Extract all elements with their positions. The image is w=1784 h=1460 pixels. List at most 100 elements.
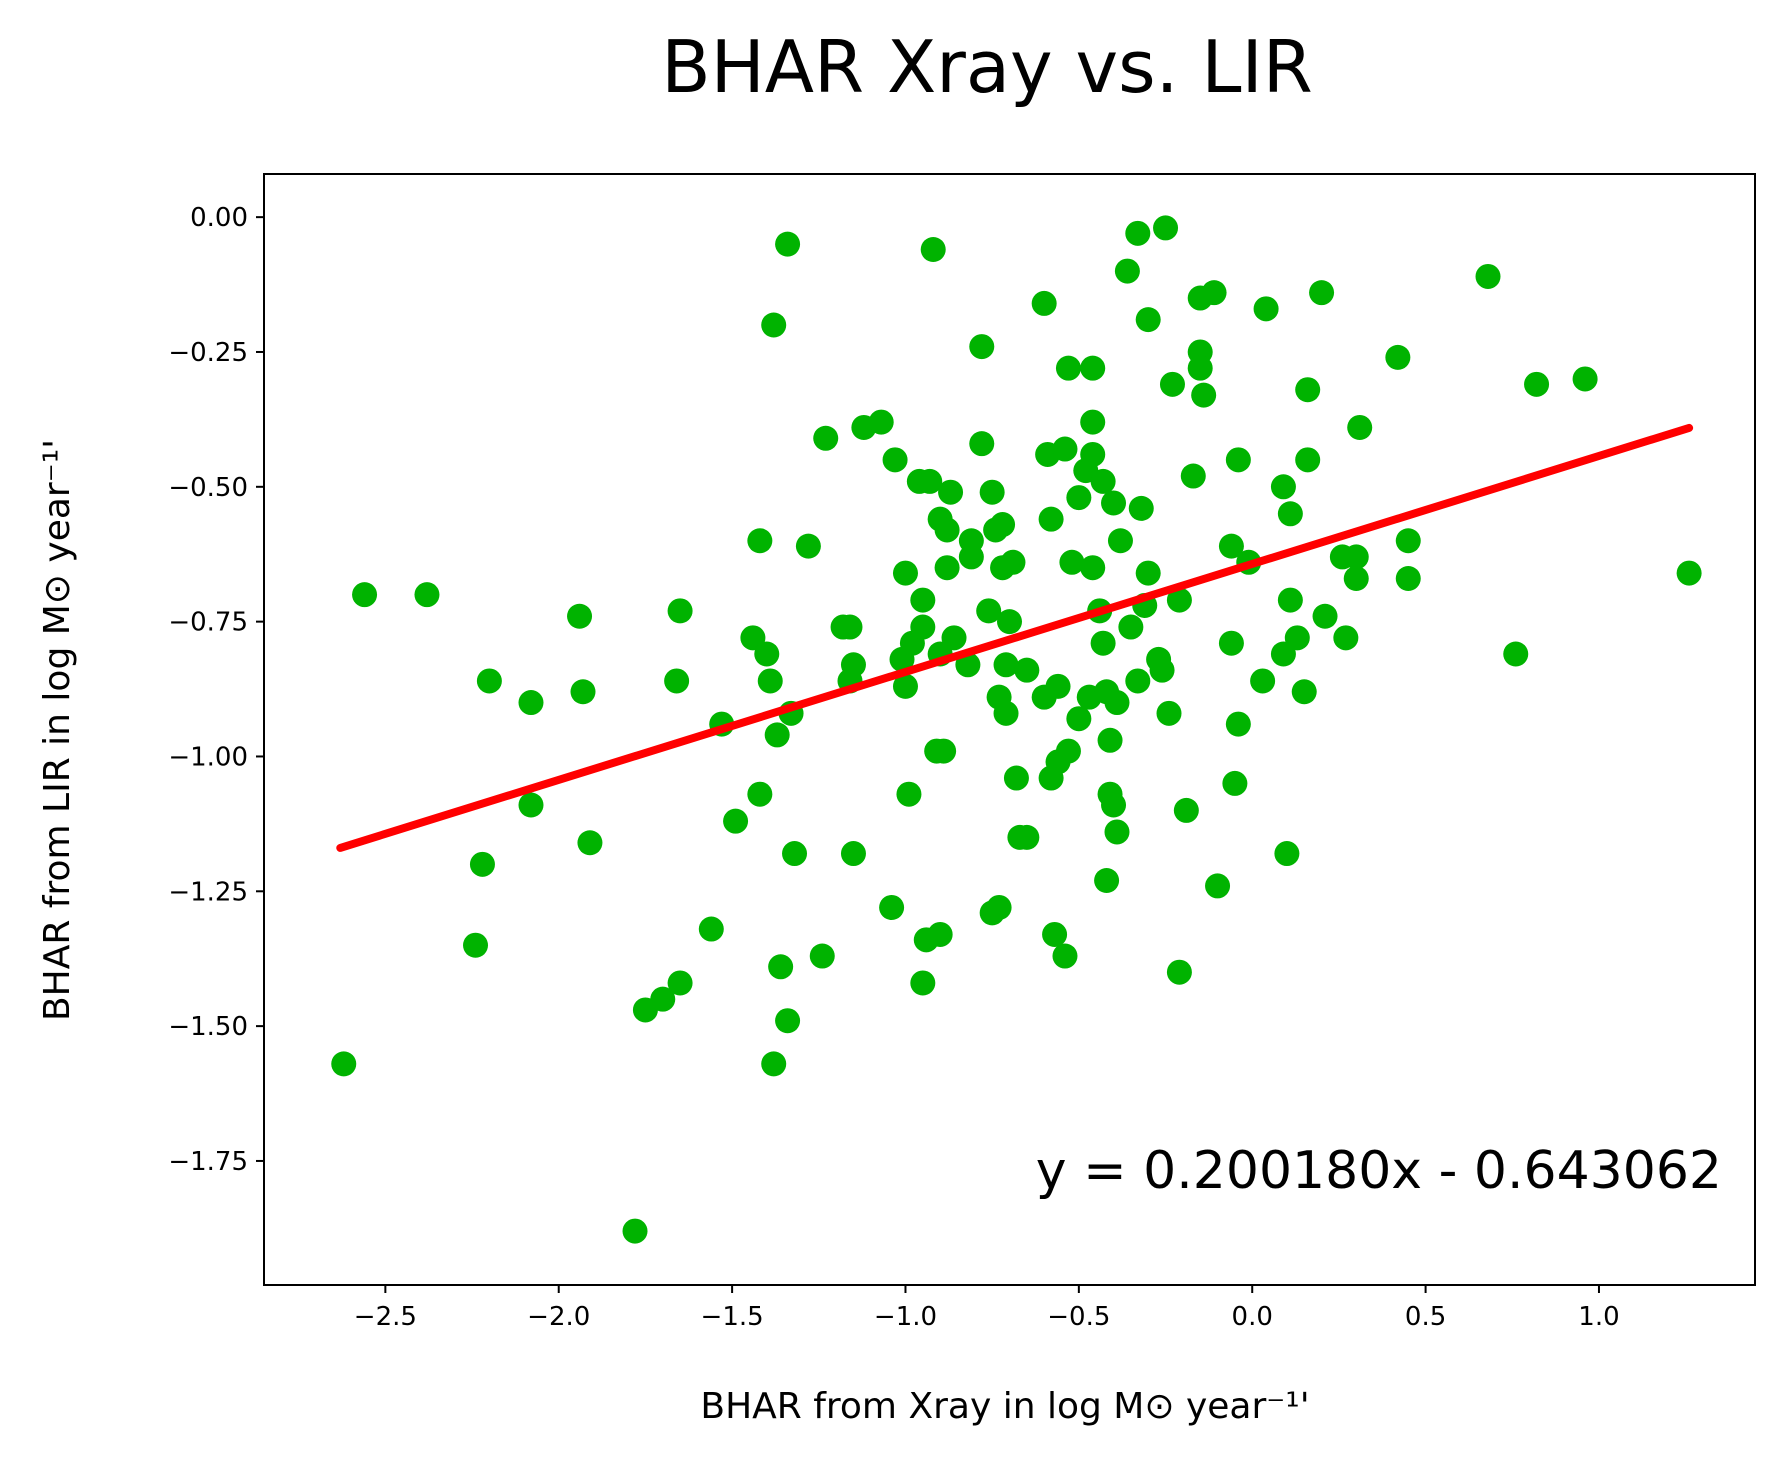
data-point [927, 921, 953, 947]
data-point [761, 312, 787, 338]
data-point [931, 738, 957, 764]
data-point [1312, 603, 1338, 629]
y-tick-label: −1.50 [168, 1012, 248, 1042]
data-point [840, 841, 866, 867]
x-axis-label: BHAR from Xray in log M⊙ year⁻¹' [700, 1386, 1309, 1427]
data-point [1166, 587, 1192, 613]
data-point [1270, 474, 1296, 500]
data-point [1343, 565, 1369, 591]
data-point [934, 517, 960, 543]
data-point [577, 830, 603, 856]
data-point [1014, 824, 1040, 850]
data-point [1125, 668, 1151, 694]
data-point [1031, 290, 1057, 316]
data-point [993, 652, 1019, 678]
data-point [768, 954, 794, 980]
data-point [1097, 727, 1123, 753]
data-point [754, 641, 780, 667]
data-point [1080, 441, 1106, 467]
data-point [1003, 765, 1029, 791]
data-point [917, 468, 943, 494]
data-point [1090, 468, 1116, 494]
data-point [764, 722, 790, 748]
y-tick-label: −1.00 [168, 742, 248, 772]
data-point [518, 792, 544, 818]
data-point [1284, 625, 1310, 651]
data-point [1000, 549, 1026, 575]
data-point [723, 808, 749, 834]
chart-title: BHAR Xray vs. LIR [661, 25, 1313, 109]
data-point [920, 237, 946, 263]
data-point [1038, 506, 1064, 532]
data-point [892, 673, 918, 699]
data-point [567, 603, 593, 629]
data-point [934, 555, 960, 581]
data-point [1066, 706, 1092, 732]
fit-line-layer [336, 423, 1694, 852]
data-point [1052, 943, 1078, 969]
data-point [667, 970, 693, 996]
data-point [1090, 630, 1116, 656]
data-point [840, 652, 866, 678]
data-point [1347, 414, 1373, 440]
data-point [910, 970, 936, 996]
data-point [1191, 382, 1217, 408]
data-point [1250, 668, 1276, 694]
data-point [1572, 366, 1598, 392]
data-point [1343, 544, 1369, 570]
data-point [1107, 528, 1133, 554]
data-point [979, 479, 1005, 505]
data-point [667, 598, 693, 624]
y-tick-label: 0.00 [190, 203, 248, 233]
data-point [1253, 296, 1279, 322]
x-tick-label: −0.5 [1047, 1302, 1110, 1332]
data-point [1291, 679, 1317, 705]
data-point [1101, 792, 1127, 818]
data-point [1201, 280, 1227, 306]
data-point [747, 781, 773, 807]
y-tick-label: −0.50 [168, 473, 248, 503]
data-point [1180, 463, 1206, 489]
data-point [476, 668, 502, 694]
fit-line [336, 423, 1694, 852]
data-point [813, 425, 839, 451]
data-point [910, 614, 936, 640]
data-point [1149, 657, 1175, 683]
data-point [747, 528, 773, 554]
data-point [1270, 641, 1296, 667]
y-tick-label: −0.75 [168, 608, 248, 638]
data-point [1274, 841, 1300, 867]
data-point [1277, 587, 1303, 613]
data-point [938, 479, 964, 505]
fit-equation: y = 0.200180x - 0.643062 [1036, 1141, 1722, 1201]
data-point [1156, 700, 1182, 726]
data-point [1333, 625, 1359, 651]
data-point [1135, 307, 1161, 333]
data-point [1225, 711, 1251, 737]
data-point [990, 512, 1016, 538]
x-tick-label: −1.5 [701, 1302, 764, 1332]
data-point [1225, 447, 1251, 473]
x-axis: −2.5 −2.0 −1.5 −1.0 −0.5 0.0 0.5 1.0 [354, 1285, 1620, 1332]
data-point [1080, 409, 1106, 435]
x-tick-label: −1.0 [874, 1302, 937, 1332]
data-point [1125, 220, 1151, 246]
data-point [1205, 873, 1231, 899]
data-point [809, 943, 835, 969]
data-point [1153, 215, 1179, 241]
data-point [622, 1218, 648, 1244]
data-point [1101, 490, 1127, 516]
data-point [1222, 770, 1248, 796]
plot-frame [263, 173, 1756, 1286]
data-point [1114, 258, 1140, 284]
data-point [1218, 630, 1244, 656]
data-point [1166, 959, 1192, 985]
data-point [969, 334, 995, 360]
data-point [993, 700, 1019, 726]
data-point [986, 894, 1012, 920]
data-point [469, 851, 495, 877]
y-tick-label: −1.75 [168, 1147, 248, 1177]
data-point [879, 894, 905, 920]
data-point [650, 986, 676, 1012]
